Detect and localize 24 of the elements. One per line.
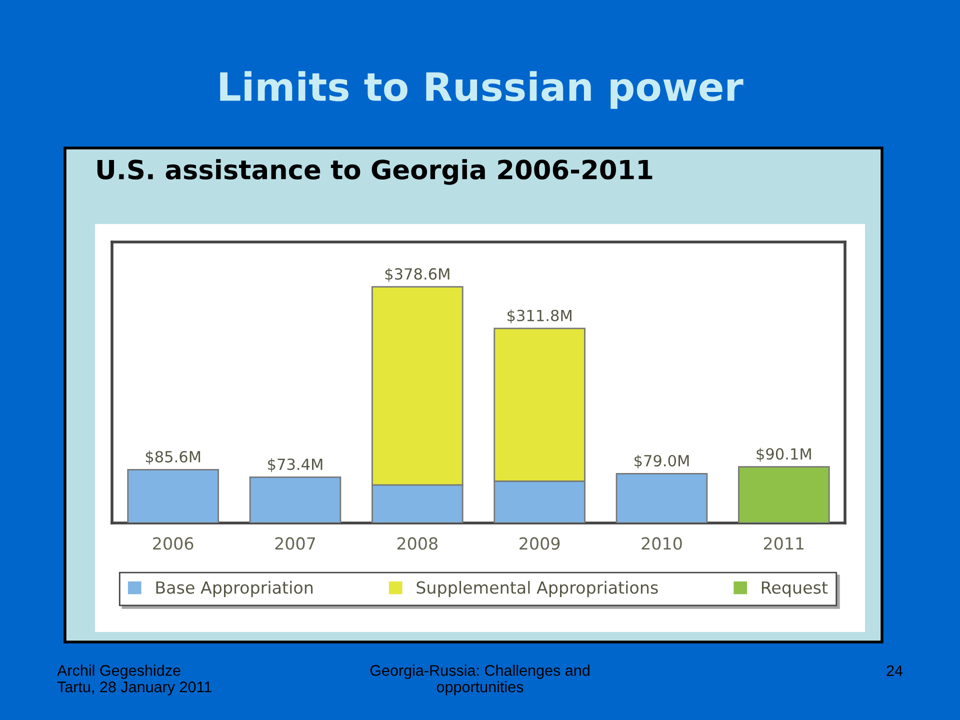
- annotation: $73.4M: [268, 458, 322, 472]
- x-tick-label: 2008: [397, 537, 438, 550]
- chart-title: Limits to Russian power: [220, 71, 744, 109]
- legend-label: Request: [762, 581, 828, 598]
- annotation: $90.1M: [756, 448, 811, 462]
- bar: [127, 468, 219, 523]
- bar: [738, 466, 830, 523]
- annotation: $311.8M: [508, 309, 572, 324]
- chart-subtitle: U.S. assistance to Georgia 2006-2011: [97, 159, 652, 185]
- legend-label: Base Appropriation: [156, 580, 313, 598]
- x-tick-label: 2007: [275, 537, 316, 550]
- text: Georgia-Russia: Challenges and opportunities: [370, 664, 590, 696]
- bar: [249, 476, 342, 523]
- x-tick-label: 2010: [642, 537, 682, 550]
- x-tick-label: 2011: [764, 537, 804, 550]
- annotation: $79.0M: [634, 454, 689, 469]
- legend-label: Supplemental Appropriations: [416, 580, 658, 598]
- text: Archil Gegeshidze Tartu, 28 January 2011: [57, 664, 212, 696]
- bar: [616, 472, 708, 523]
- annotation: $85.6M: [146, 450, 200, 465]
- x-tick-label: 2006: [153, 537, 194, 550]
- text: 24: [886, 665, 903, 676]
- x-tick-label: 2009: [520, 537, 560, 550]
- annotation: $378.6M: [385, 268, 450, 282]
